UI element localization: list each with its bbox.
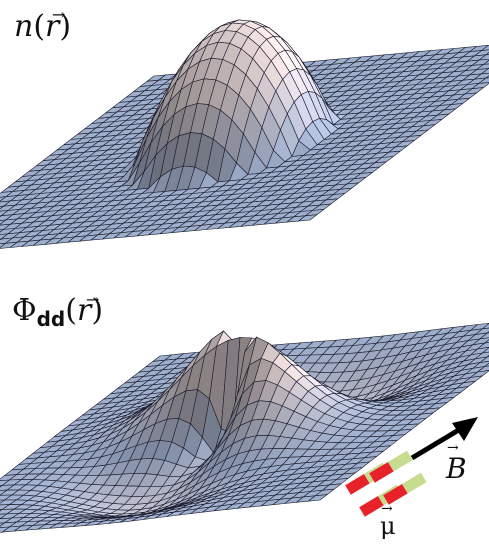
field-label: B	[445, 452, 467, 485]
surface-facet	[482, 347, 489, 354]
surface-facet	[0, 205, 4, 210]
density-surface-plot	[0, 19, 489, 249]
dipolar-surface-plot	[0, 322, 489, 533]
dipolar-open-paren: (	[65, 293, 77, 328]
density-open-paren: (	[33, 9, 45, 44]
density-vector-arrow: →	[52, 5, 65, 24]
field-arrow-shaft	[410, 425, 464, 461]
dipolar-subscript: dd	[37, 307, 66, 331]
surface-facet	[485, 75, 489, 79]
density-argument: r	[45, 9, 61, 44]
surface-facet	[478, 77, 489, 84]
surface-facet	[479, 332, 489, 340]
dipole-label: μ	[380, 512, 396, 540]
surface-facet	[484, 362, 489, 367]
dipolar-symbol: Φ	[12, 293, 37, 328]
surface-facet	[0, 243, 6, 248]
surface-facet	[479, 356, 489, 363]
dipole-bars	[345, 450, 427, 517]
dipole-south-bar	[359, 496, 384, 517]
field-vector-arrow: →	[447, 440, 459, 456]
surface-facet	[477, 365, 489, 373]
surface-facet	[482, 323, 489, 330]
density-close-paren: )	[59, 9, 71, 44]
dipolar-close-paren: )	[91, 293, 103, 328]
dipolar-vector-arrow: →	[86, 290, 99, 309]
dipole-south-bar	[383, 484, 408, 505]
dipole-north-bar	[402, 472, 427, 494]
dipole-north-bar	[388, 450, 413, 472]
dipolar-argument: r	[77, 293, 93, 328]
dipole-south-bar	[345, 474, 370, 495]
dipolar-panel: Φdd(r) → B → μ →	[0, 290, 489, 540]
surface-facet	[484, 339, 489, 344]
density-panel: n(r) →	[0, 5, 489, 249]
surface-facet	[480, 68, 489, 75]
density-symbol: n	[14, 9, 33, 44]
surface-facet	[478, 54, 489, 61]
surface-facet	[485, 52, 489, 56]
density-title: n(r)	[14, 9, 71, 44]
surface-facet	[483, 59, 489, 65]
field-arrow-head	[452, 417, 478, 441]
dipolar-title: Φdd(r)	[12, 293, 103, 331]
surface-facet	[298, 214, 318, 222]
dipole-vector-arrow: →	[381, 501, 393, 517]
dipole-south-bar	[369, 462, 394, 483]
surface-facet	[307, 494, 328, 502]
surface-facet	[481, 44, 489, 51]
surface-facet	[477, 342, 489, 350]
